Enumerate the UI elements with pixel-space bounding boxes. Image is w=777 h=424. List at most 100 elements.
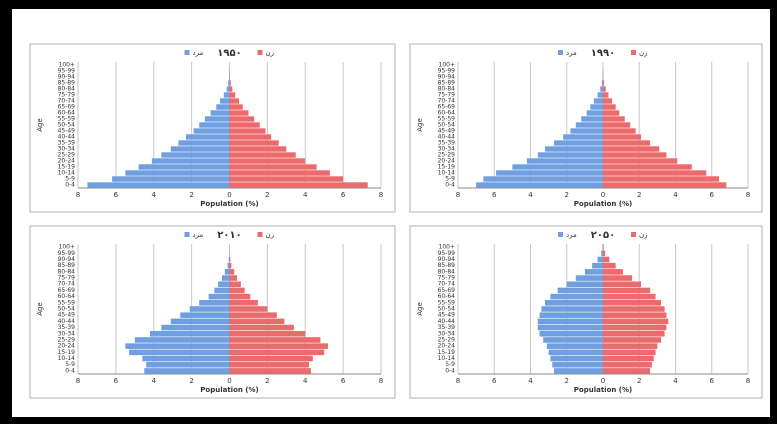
bar [229,337,321,343]
y-tick-label: 70-74 [58,281,76,288]
y-tick-label: 95-99 [438,68,456,75]
bar [597,92,603,98]
bar [552,361,603,368]
bar [550,293,603,300]
bar [125,343,230,349]
x-tick-label: 2 [265,377,269,385]
y-tick-label: 35-39 [438,140,456,147]
y-tick-label: 55-59 [58,299,76,306]
legend-swatch [184,50,190,55]
bar [603,330,665,337]
y-tick-label: 70-74 [58,98,76,105]
bar [229,306,268,312]
legend-swatch [257,232,263,237]
bar [214,287,230,294]
y-tick-label: 5-9 [445,361,455,368]
bar [221,275,230,281]
y-tick-label: 90-94 [438,74,456,81]
bar [229,86,233,92]
x-tick-label: 8 [76,377,80,385]
bar [537,318,603,325]
y-tick-label: 75-79 [438,92,456,99]
y-axis-title: Age [36,302,44,316]
bar [229,269,235,275]
y-tick-label: 55-59 [438,299,456,306]
bar [229,158,306,164]
y-tick-label: 70-74 [438,281,456,288]
x-tick-label: 0 [227,191,231,199]
legend-swatch [257,50,263,55]
bar [603,92,609,98]
x-tick-label: 4 [528,377,533,385]
y-tick-label: 85-89 [58,262,76,269]
bar [208,293,230,300]
bar [229,293,251,300]
y-tick-label: 80-84 [58,86,76,93]
bar [229,318,285,325]
bar [603,98,613,104]
x-tick-label: 2 [637,191,641,199]
y-tick-label: 25-29 [438,336,456,343]
y-tick-label: 50-54 [438,306,456,313]
bar [601,80,603,86]
y-tick-label: 90-94 [58,74,76,81]
bar [229,182,368,188]
bar [229,104,243,110]
bar [229,330,306,337]
y-tick-label: 75-79 [58,92,76,99]
bar [229,140,279,146]
y-tick-label: 45-49 [58,312,76,319]
bar [603,324,667,331]
y-tick-label: 55-59 [58,116,76,123]
bar [220,98,230,104]
bar [602,244,603,250]
x-tick-label: 0 [227,377,231,385]
y-tick-label: 25-29 [58,152,76,159]
x-tick-label: 8 [456,191,460,199]
bar [603,146,660,152]
x-tick-label: 6 [341,191,346,199]
legend-swatch [558,50,563,55]
bar [603,164,692,170]
y-tick-label: 95-99 [58,68,76,75]
y-tick-label: 10-14 [58,170,76,177]
bar [223,92,230,98]
bar [199,122,230,128]
y-tick-label: 35-39 [58,324,76,331]
y-tick-label: 65-69 [438,104,456,111]
y-tick-label: 40-44 [58,318,76,325]
bar [204,116,230,122]
bar [603,122,631,128]
y-tick-label: 60-64 [438,293,456,300]
bar [229,80,231,86]
y-tick-label: 25-29 [438,152,456,159]
x-axis-title: Population (%) [574,386,632,394]
chart-title: ۲۰۱۰ [217,230,241,241]
frame-right [770,0,777,424]
bar [229,312,277,318]
bar [178,140,230,146]
bar [229,128,266,134]
y-tick-label: 5-9 [65,361,75,368]
legend-label: مرد [566,49,577,57]
frame-left [0,0,12,424]
bar [545,300,603,306]
bar [603,361,652,368]
x-tick-label: 2 [565,377,569,385]
bar [592,262,603,269]
bar [593,98,603,104]
bar [539,330,603,337]
bar [603,293,656,300]
bar [229,262,232,269]
x-tick-label: 4 [673,191,678,199]
bar [125,170,230,176]
y-tick-label: 100+ [59,62,75,69]
bar [526,158,603,164]
frame-top [0,0,777,9]
y-tick-label: 90-94 [438,256,456,263]
bar [603,110,620,116]
bar [597,256,603,263]
bar [229,361,310,368]
y-tick-label: 20-24 [58,158,76,165]
bar [216,104,230,110]
